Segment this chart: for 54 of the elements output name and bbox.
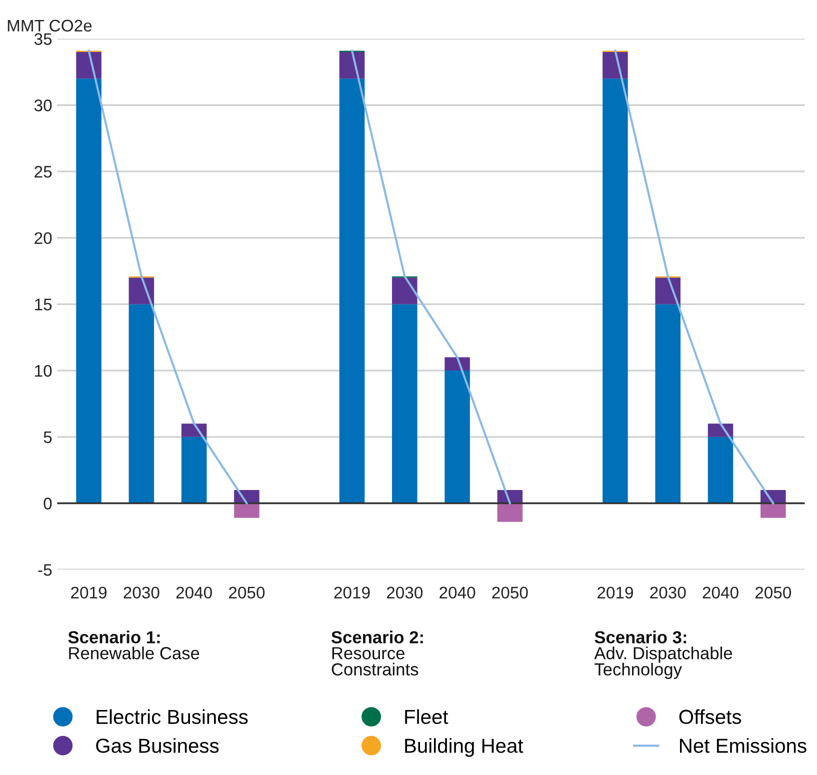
bar <box>760 503 786 518</box>
bar <box>392 278 418 304</box>
x-tick-label: 2050 <box>755 586 792 599</box>
x-tick-label: 2019 <box>71 586 107 599</box>
text: Scenario 3: <box>594 630 686 644</box>
x-tick-label: 2030 <box>124 586 160 599</box>
x-tick-label: 2030 <box>386 586 423 599</box>
bar <box>339 52 365 79</box>
y-tick-label: 5 <box>44 431 52 444</box>
bar <box>444 370 470 504</box>
y-tick-label: 10 <box>35 364 52 377</box>
bar <box>655 278 681 304</box>
y-tick-label: 0 <box>44 498 52 510</box>
y-tick-label: -5 <box>38 564 52 576</box>
x-tick-label: 2040 <box>702 586 738 599</box>
legend-label: Offsets <box>679 709 742 724</box>
bar <box>181 436 207 504</box>
x-tick-label: 2030 <box>650 586 686 599</box>
bar <box>339 78 365 504</box>
y-tick-label: 15 <box>35 298 52 310</box>
y-tick-label: 35 <box>34 33 52 45</box>
bar <box>128 278 154 304</box>
legend-label: Gas Business <box>96 738 219 753</box>
text: Resource Constraints <box>332 647 418 676</box>
y-tick-label: 20 <box>34 232 52 244</box>
bar <box>708 424 734 437</box>
bar <box>497 503 523 522</box>
x-tick-label: 2040 <box>440 586 476 599</box>
bar <box>655 304 681 504</box>
bar <box>76 52 102 79</box>
y-tick-label: 25 <box>34 166 52 178</box>
bar <box>602 78 628 504</box>
bar <box>602 52 628 79</box>
text: Scenario 2: <box>331 630 423 644</box>
text: Scenario 1: <box>68 630 160 644</box>
text: Adv. Dispatchable Technology <box>594 646 732 679</box>
x-tick-label: 2040 <box>176 586 212 599</box>
x-tick-label: 2050 <box>229 586 265 599</box>
bar <box>708 436 734 504</box>
legend-label: Fleet <box>405 709 448 724</box>
y-tick-label: 30 <box>34 100 52 112</box>
legend-label: Building Heat <box>405 738 524 757</box>
text: Renewable Case <box>69 646 200 660</box>
bar <box>128 304 154 504</box>
y-axis-title: MMT CO2e <box>8 20 92 32</box>
bar <box>76 78 102 504</box>
x-tick-label: 2019 <box>598 586 633 599</box>
legend-label: Electric Business <box>96 709 248 724</box>
x-tick-label: 2050 <box>492 586 528 599</box>
bar <box>444 357 470 371</box>
bar <box>234 503 260 518</box>
bar <box>392 304 418 504</box>
legend-label: Net Emissions <box>680 738 806 753</box>
x-tick-label: 2019 <box>334 586 370 599</box>
